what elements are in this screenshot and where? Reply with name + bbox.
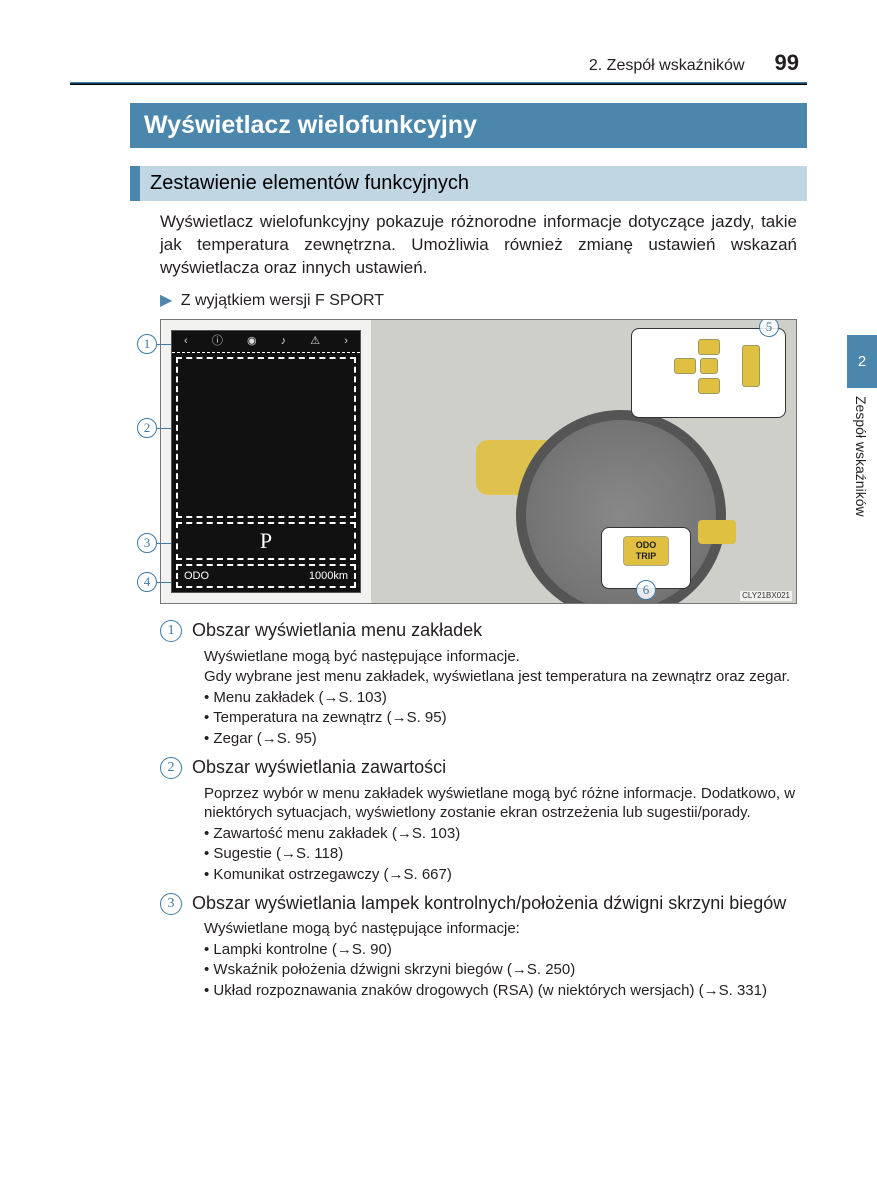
tab-icon: ◉: [247, 334, 257, 349]
dpad-center-icon: [700, 358, 718, 374]
item-description: Wyświetlane mogą być następujące informa…: [204, 647, 797, 749]
item: 1 Obszar wyświetlania menu zakładek Wyświe…: [160, 618, 797, 749]
steering-button-highlight: [698, 520, 736, 544]
item: 2 Obszar wyświetlania zawartości Poprzez w…: [160, 755, 797, 885]
item-body: Obszar wyświetlania zawartości Poprzez wy…: [192, 755, 797, 885]
tab-icon: ‹: [184, 334, 188, 349]
item-number-badge: 2: [160, 757, 182, 779]
sub-title: Zestawienie elementów funkcyjnych: [140, 166, 807, 201]
item-bullet: Wskaźnik położenia dźwigni skrzyni biegó…: [204, 960, 797, 980]
item-bullet: Zawartość menu zakładek (→S. 103): [204, 824, 797, 844]
item-title: Obszar wyświetlania zawartości: [192, 755, 797, 779]
figure: ‹ ⓘ ◉ ♪ ⚠ › P ODO 1000km 1 2 3: [160, 319, 797, 604]
sub-title-wrap: Zestawienie elementów funkcyjnych: [130, 166, 807, 201]
callout-1: 1: [137, 334, 157, 354]
item-body: Obszar wyświetlania lampek kontrolnych/p…: [192, 891, 797, 1001]
item-bullet: Komunikat ostrzegawczy (→S. 667): [204, 865, 797, 885]
odo-value: 1000km: [309, 569, 348, 584]
dpad-down-icon: [698, 378, 720, 394]
page-header: 2. Zespół wskaźników 99: [70, 50, 807, 76]
tab-icon: ♪: [281, 334, 287, 349]
item-bullet: Lampki kontrolne (→S. 90): [204, 940, 797, 960]
callout-box-6: ODO TRIP 6: [601, 527, 691, 589]
dpad-left-icon: [674, 358, 696, 374]
item-list: 1 Obszar wyświetlania menu zakładek Wyświe…: [160, 618, 797, 1001]
odo-trip-button-icon: ODO TRIP: [623, 536, 669, 566]
callout-2: 2: [137, 418, 157, 438]
figure-id: CLY21BX021: [740, 591, 792, 602]
item-description: Wyświetlane mogą być następujące informa…: [204, 919, 797, 1000]
header-rule: [70, 82, 807, 85]
tab-menu-row: ‹ ⓘ ◉ ♪ ⚠ ›: [172, 331, 360, 353]
item-bullet: Zegar (→S. 95): [204, 729, 797, 749]
item-line: Poprzez wybór w menu zakładek wyświetlan…: [204, 784, 797, 823]
triangle-icon: ▶: [160, 292, 172, 309]
item-title: Obszar wyświetlania lampek kontrolnych/p…: [192, 891, 797, 915]
item: 3 Obszar wyświetlania lampek kontrolnych/…: [160, 891, 797, 1001]
item-line: Gdy wybrane jest menu zakładek, wyświetl…: [204, 667, 797, 687]
page-number: 99: [775, 50, 799, 76]
dpad-back-icon: [742, 345, 760, 387]
main-title: Wyświetlacz wielofunkcyjny: [130, 103, 807, 148]
item-number-badge: 1: [160, 620, 182, 642]
item-bullet: Temperatura na zewnątrz (→S. 95): [204, 708, 797, 728]
item-bullet: Menu zakładek (→S. 103): [204, 688, 797, 708]
callout-5: 5: [759, 320, 779, 337]
callout-box-5: 5: [631, 328, 786, 418]
item-bullet: Sugestie (→S. 118): [204, 844, 797, 864]
display-panel: ‹ ⓘ ◉ ♪ ⚠ › P ODO 1000km: [171, 330, 361, 593]
item-description: Poprzez wybór w menu zakładek wyświetlan…: [204, 784, 797, 885]
odo-label: ODO: [184, 569, 209, 584]
item-bullet: Układ rozpoznawania znaków drogowych (RS…: [204, 981, 797, 1001]
sub-title-bar: [130, 166, 140, 201]
tab-icon: ›: [344, 334, 348, 349]
intro-text: Wyświetlacz wielofunkcyjny pokazuje różn…: [160, 211, 797, 280]
dashboard-illustration: 5 ODO TRIP 6 CLY21BX: [371, 320, 796, 603]
gear-indicator: P: [176, 522, 356, 560]
dpad-icon: [674, 339, 744, 394]
callout-4: 4: [137, 572, 157, 592]
callout-3: 3: [137, 533, 157, 553]
content-area: [176, 357, 356, 518]
item-number-badge: 3: [160, 893, 182, 915]
item-line: Wyświetlane mogą być następujące informa…: [204, 919, 797, 939]
dpad-up-icon: [698, 339, 720, 355]
variant-text: Z wyjątkiem wersji F SPORT: [181, 292, 384, 309]
page: 2. Zespół wskaźników 99 Wyświetlacz wiel…: [0, 0, 877, 1037]
item-body: Obszar wyświetlania menu zakładek Wyświet…: [192, 618, 797, 749]
body-content: Wyświetlacz wielofunkcyjny pokazuje różn…: [160, 211, 797, 1001]
item-line: Wyświetlane mogą być następujące informa…: [204, 647, 797, 667]
tab-icon: ⓘ: [212, 334, 223, 349]
variant-note: ▶ Z wyjątkiem wersji F SPORT: [160, 290, 797, 312]
tab-icon: ⚠: [310, 334, 320, 349]
section-title: 2. Zespół wskaźników: [589, 57, 745, 75]
item-title: Obszar wyświetlania menu zakładek: [192, 618, 797, 642]
odo-row: ODO 1000km: [176, 564, 356, 588]
